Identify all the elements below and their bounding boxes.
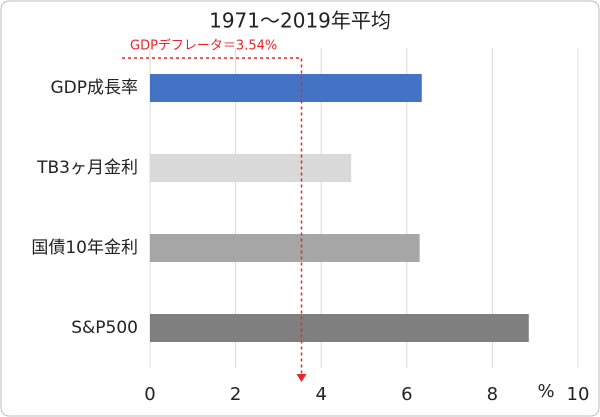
x-tick-label: 4 xyxy=(315,384,326,405)
chart-title: 1971～2019年平均 xyxy=(209,9,391,33)
y-tick-label: 国債10年金利 xyxy=(31,238,138,258)
x-tick-label: 0 xyxy=(144,384,155,405)
bar xyxy=(150,234,420,262)
bar xyxy=(150,314,529,342)
x-tick-label: 2 xyxy=(230,384,241,405)
x-tick-label: 8 xyxy=(487,384,498,405)
annotation-arrow xyxy=(296,374,307,382)
bar xyxy=(150,154,352,182)
y-tick-label: TB3ヶ月金利 xyxy=(36,158,138,178)
y-tick-label: GDP成長率 xyxy=(50,78,138,98)
x-unit: % xyxy=(537,381,554,402)
x-tick-label: 6 xyxy=(401,384,412,405)
bar xyxy=(150,74,422,102)
y-tick-label: S&P500 xyxy=(71,318,138,338)
x-tick-label: 10 xyxy=(567,384,590,405)
annotation-line xyxy=(122,57,303,374)
annotation-label: GDPデフレータ＝3.54% xyxy=(130,38,277,54)
